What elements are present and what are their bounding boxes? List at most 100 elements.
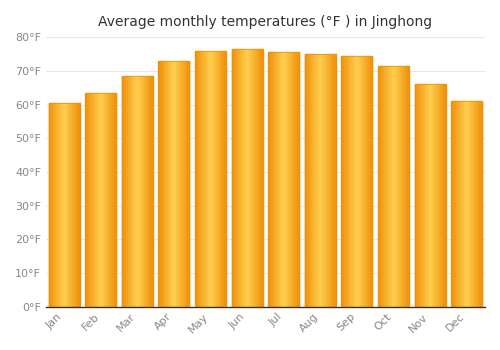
Bar — [260, 49, 261, 307]
Bar — [225, 51, 226, 307]
Bar — [59, 103, 60, 307]
Bar — [148, 76, 149, 307]
Bar — [360, 56, 362, 307]
Bar — [288, 52, 290, 307]
Bar — [328, 54, 329, 307]
Bar — [388, 66, 389, 307]
Bar — [48, 103, 49, 307]
Bar — [144, 76, 145, 307]
Bar — [292, 52, 293, 307]
Bar — [143, 76, 144, 307]
Bar — [164, 61, 165, 307]
Bar — [170, 61, 171, 307]
Bar — [384, 66, 385, 307]
Bar — [318, 54, 319, 307]
Bar — [399, 66, 400, 307]
Bar — [419, 84, 420, 307]
Bar — [142, 76, 143, 307]
Bar — [55, 103, 56, 307]
Bar — [469, 101, 470, 307]
Bar — [110, 93, 112, 307]
Bar — [417, 84, 418, 307]
Bar — [287, 52, 288, 307]
Bar — [210, 51, 211, 307]
Bar — [293, 52, 294, 307]
Bar — [402, 66, 403, 307]
Bar — [268, 52, 300, 307]
Bar — [306, 54, 308, 307]
Bar — [97, 93, 98, 307]
Bar — [464, 101, 465, 307]
Bar — [332, 54, 333, 307]
Bar — [273, 52, 274, 307]
Bar — [386, 66, 388, 307]
Bar — [347, 56, 348, 307]
Bar — [259, 49, 260, 307]
Title: Average monthly temperatures (°F ) in Jinghong: Average monthly temperatures (°F ) in Ji… — [98, 15, 432, 29]
Bar — [195, 51, 226, 307]
Bar — [257, 49, 258, 307]
Bar — [201, 51, 202, 307]
Bar — [187, 61, 188, 307]
Bar — [424, 84, 425, 307]
Bar — [251, 49, 252, 307]
Bar — [96, 93, 97, 307]
Bar — [407, 66, 408, 307]
Bar — [471, 101, 472, 307]
Bar — [278, 52, 279, 307]
Bar — [401, 66, 402, 307]
Bar — [451, 101, 452, 307]
Bar — [86, 93, 87, 307]
Bar — [234, 49, 236, 307]
Bar — [473, 101, 474, 307]
Bar — [481, 101, 482, 307]
Bar — [63, 103, 64, 307]
Bar — [89, 93, 90, 307]
Bar — [295, 52, 296, 307]
Bar — [385, 66, 386, 307]
Bar — [78, 103, 79, 307]
Bar — [49, 103, 50, 307]
Bar — [357, 56, 358, 307]
Bar — [329, 54, 330, 307]
Bar — [326, 54, 327, 307]
Bar — [379, 66, 380, 307]
Bar — [458, 101, 459, 307]
Bar — [365, 56, 366, 307]
Bar — [358, 56, 359, 307]
Bar — [108, 93, 109, 307]
Bar — [158, 61, 159, 307]
Bar — [393, 66, 394, 307]
Bar — [150, 76, 151, 307]
Bar — [74, 103, 76, 307]
Bar — [354, 56, 355, 307]
Bar — [312, 54, 313, 307]
Bar — [131, 76, 132, 307]
Bar — [355, 56, 356, 307]
Bar — [313, 54, 314, 307]
Bar — [478, 101, 479, 307]
Bar — [195, 51, 196, 307]
Bar — [474, 101, 475, 307]
Bar — [454, 101, 455, 307]
Bar — [158, 61, 190, 307]
Bar — [127, 76, 128, 307]
Bar — [174, 61, 175, 307]
Bar — [455, 101, 456, 307]
Bar — [102, 93, 103, 307]
Bar — [177, 61, 178, 307]
Bar — [60, 103, 61, 307]
Bar — [368, 56, 370, 307]
Bar — [327, 54, 328, 307]
Bar — [178, 61, 179, 307]
Bar — [439, 84, 440, 307]
Bar — [77, 103, 78, 307]
Bar — [297, 52, 298, 307]
Bar — [480, 101, 481, 307]
Bar — [475, 101, 476, 307]
Bar — [321, 54, 322, 307]
Bar — [115, 93, 116, 307]
Bar — [224, 51, 225, 307]
Bar — [254, 49, 255, 307]
Bar — [181, 61, 182, 307]
